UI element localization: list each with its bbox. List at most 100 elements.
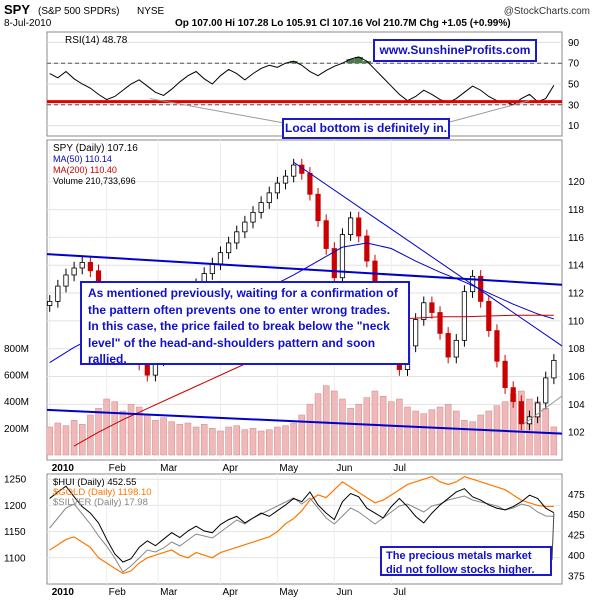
- candle-body: [494, 330, 500, 362]
- metals-legend-2: $SILVER (Daily) 17.98: [53, 497, 148, 508]
- volume-bar: [306, 404, 314, 456]
- price-x-label: Feb: [109, 463, 127, 474]
- rsi-tick-label: 10: [568, 121, 580, 132]
- volume-bar: [501, 401, 509, 456]
- volume-bar: [119, 410, 127, 456]
- price-pointer-line: [523, 395, 563, 425]
- price-legend-main: SPY (Daily) 107.16: [53, 143, 138, 154]
- rsi-legend: RSI(14) 48.78: [65, 35, 128, 46]
- price-x-label: Apr: [222, 463, 238, 474]
- header-copyright: @StockCharts.com: [504, 6, 590, 17]
- candle-body: [437, 312, 443, 334]
- volume-bar: [274, 426, 281, 456]
- header-quote: Op 107.00 Hi 107.28 Lo 105.91 Cl 107.16 …: [175, 18, 511, 29]
- metals-x-label: Apr: [222, 587, 238, 598]
- volume-bar: [266, 429, 273, 456]
- candle-body: [543, 377, 549, 404]
- candle-body: [79, 262, 85, 269]
- volume-bar: [135, 406, 143, 456]
- metals-x-label: Jul: [393, 587, 406, 598]
- price-tick-label: 108: [568, 344, 585, 355]
- volume-bar: [62, 425, 70, 456]
- price-tick-label: 120: [568, 177, 585, 188]
- volume-bar: [70, 420, 78, 456]
- silver-line: [49, 495, 554, 573]
- rsi-tick-label: 70: [568, 59, 580, 70]
- volume-bar: [152, 420, 159, 456]
- rsi-pointer-line: [445, 100, 530, 124]
- volume-bar: [436, 406, 444, 456]
- metals-left-tick-label: 1100: [4, 553, 26, 564]
- candle-body: [87, 262, 93, 272]
- volume-bar: [387, 401, 395, 456]
- volume-bar: [127, 404, 135, 456]
- candle-body: [429, 302, 435, 313]
- price-legend-ma200: MA(200) 110.40: [53, 165, 117, 175]
- neckline-trendline: [46, 408, 563, 435]
- rsi-pointer-line: [149, 98, 285, 124]
- candle-body: [331, 248, 337, 279]
- price-tick-label: 112: [568, 289, 584, 300]
- price-legend-ma50: MA(50) 110.14: [53, 154, 112, 164]
- metals-right-tick-label: 450: [568, 510, 585, 521]
- header-exchange: NYSE: [137, 6, 165, 17]
- candle-body: [242, 221, 248, 233]
- resistance-trendline: [46, 253, 563, 286]
- volume-bar: [233, 425, 240, 456]
- candle-body: [510, 387, 516, 402]
- candle-body: [518, 401, 524, 425]
- metals-panel: 1250 1200 1150 1100 475 450 425 400 375 $HUI (Dai…: [4, 474, 585, 598]
- gold-line: [49, 475, 554, 575]
- candle-body: [250, 211, 256, 223]
- volume-bar: [404, 406, 411, 456]
- volume-bar: [54, 422, 62, 456]
- candle-body: [258, 202, 264, 213]
- volume-bar: [225, 426, 232, 456]
- candle-body: [55, 285, 61, 302]
- volume-bar: [290, 422, 297, 456]
- header-date: 8-Jul-2010: [4, 18, 52, 29]
- volume-bar: [314, 393, 322, 456]
- candle-body: [47, 300, 53, 306]
- volume-bar: [111, 401, 119, 456]
- header-symbol: SPY: [4, 2, 30, 17]
- metals-x-label: 2010: [52, 587, 75, 598]
- volume-bar: [160, 417, 167, 456]
- metals-left-tick-label: 1150: [4, 527, 26, 538]
- candle-body: [274, 182, 280, 194]
- volume-tick-label: 600M: [4, 371, 29, 382]
- candle-body: [209, 263, 215, 274]
- candle-body: [63, 274, 69, 287]
- candle-body: [315, 193, 321, 222]
- hui-line: [49, 485, 555, 563]
- volume-bar: [78, 424, 86, 456]
- candle-body: [217, 252, 224, 265]
- volume-bar: [87, 414, 94, 456]
- volume-bar: [371, 390, 379, 456]
- candle-body: [502, 360, 508, 389]
- candle-body: [144, 363, 150, 376]
- candle-body: [226, 242, 232, 254]
- volume-bar: [249, 428, 257, 456]
- candle-body: [535, 402, 541, 418]
- candle-body: [421, 302, 427, 320]
- candle-body: [282, 175, 289, 184]
- volume-bar: [461, 420, 468, 456]
- volume-bar: [477, 414, 484, 456]
- price-tick-label: 106: [568, 372, 585, 383]
- metals-x-label: Jun: [336, 587, 352, 598]
- price-tick-label: 110: [568, 316, 584, 327]
- volume-bar: [176, 424, 184, 456]
- rsi-tick-label: 90: [568, 38, 580, 49]
- rsi-overbought-fill: [346, 59, 355, 64]
- volume-bar: [339, 398, 346, 456]
- price-annotation-box: As mentioned previously, waiting for a c…: [80, 281, 410, 366]
- volume-bar: [453, 410, 460, 456]
- candle-body: [469, 275, 476, 293]
- metals-x-label: Mar: [160, 587, 178, 598]
- volume-bar: [241, 429, 249, 456]
- price-x-label: 2010: [52, 463, 75, 474]
- metals-annotation-box: The precious metals market did not follo…: [380, 546, 552, 576]
- volume-bar: [217, 430, 224, 456]
